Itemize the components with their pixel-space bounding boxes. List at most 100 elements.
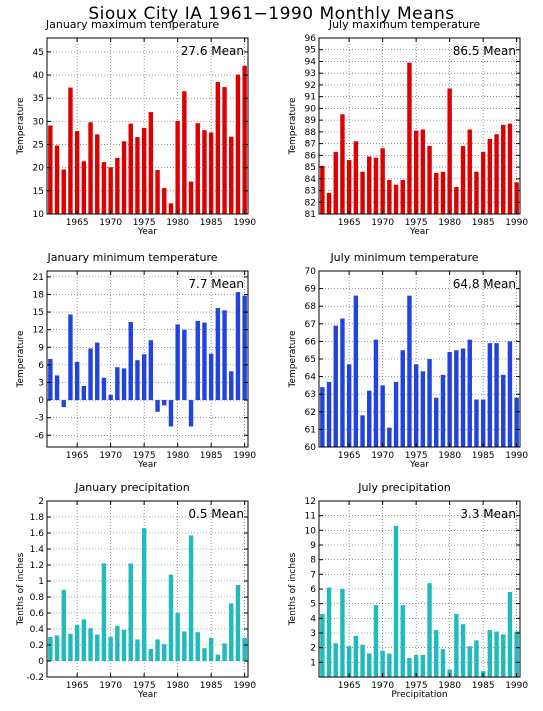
bar <box>501 124 506 214</box>
bar <box>353 141 359 214</box>
chart-plot: -0.2 0 0.2 0.4 0.6 0.8 1 1.2 1.4 1.6 1.8 2 1965 1970 1… <box>16 497 256 700</box>
bar <box>400 350 405 447</box>
chart-jan-max-temp: January maximum temperature 10 15 20 25 30 35… <box>0 18 265 243</box>
bar <box>454 187 459 214</box>
y-axis-label: Temperature <box>288 330 298 388</box>
y-tick-label: 15 <box>33 187 44 197</box>
bar <box>346 364 352 447</box>
mean-label: 0.5 Mean <box>188 507 244 521</box>
x-axis-label: Precipitation <box>391 690 447 700</box>
bar <box>494 631 499 677</box>
bar <box>48 637 53 661</box>
bar <box>175 613 180 661</box>
x-tick-label: 1965 <box>338 451 361 461</box>
bar <box>507 123 513 214</box>
bar <box>434 630 439 677</box>
x-tick-label: 1990 <box>505 681 528 691</box>
bar <box>175 120 180 214</box>
x-axis-label: Year <box>137 690 157 700</box>
y-axis-label: Tenths of inches <box>16 552 26 626</box>
y-tick-label: 64 <box>305 373 317 383</box>
x-tick-label: 1975 <box>405 681 428 691</box>
x-tick-label: 1980 <box>438 681 461 691</box>
x-tick-label: 1975 <box>133 681 156 691</box>
y-tick-label: 91 <box>305 93 316 103</box>
bar <box>54 375 60 401</box>
mean-label: 86.5 Mean <box>453 44 516 58</box>
bar <box>501 634 506 677</box>
x-tick-label: 1975 <box>405 218 428 228</box>
bar <box>460 145 466 214</box>
bar <box>242 295 247 401</box>
bar <box>208 132 214 214</box>
bar <box>501 374 506 447</box>
y-tick-label: 40 <box>33 71 45 81</box>
y-tick-label: 0.4 <box>30 625 45 635</box>
bar <box>54 145 60 214</box>
bar <box>101 162 107 214</box>
bar <box>467 339 472 447</box>
bar <box>467 646 472 677</box>
x-tick-label: 1965 <box>338 218 361 228</box>
bar <box>320 387 325 447</box>
page-title: Sioux City IA 1961−1990 Monthly Means <box>88 4 455 24</box>
y-tick-label: 20 <box>33 164 45 174</box>
bar <box>353 295 359 447</box>
chart-title: January maximum temperature <box>45 18 220 31</box>
x-tick-label: 1990 <box>233 681 256 691</box>
bar <box>480 399 486 447</box>
bar <box>128 123 133 214</box>
y-tick-label: 60 <box>305 443 317 453</box>
bar <box>115 157 120 214</box>
bar <box>155 639 160 661</box>
bar <box>229 371 234 401</box>
x-tick-label: 1965 <box>66 681 89 691</box>
y-tick-label: 69 <box>305 285 317 295</box>
y-tick-label: 1.4 <box>30 545 45 555</box>
bar <box>162 644 167 661</box>
bar <box>400 605 405 677</box>
y-tick-label: 0 <box>38 657 44 667</box>
bar <box>434 172 439 214</box>
bar <box>474 640 479 677</box>
plot-frame <box>46 270 249 448</box>
x-tick-label: 1980 <box>166 681 189 691</box>
y-tick-label: 62 <box>305 408 316 418</box>
y-tick-label: 65 <box>305 355 316 365</box>
bar <box>507 341 513 447</box>
bar <box>373 339 379 447</box>
bar <box>407 62 412 214</box>
bar <box>333 325 338 447</box>
bar <box>420 129 426 214</box>
bar <box>121 368 127 401</box>
y-tick-label: 68 <box>305 302 317 312</box>
y-tick-label: 82 <box>305 198 316 208</box>
y-tick-label: 15 <box>33 308 44 318</box>
bar <box>420 655 426 677</box>
bar <box>68 633 73 661</box>
bar <box>353 635 359 677</box>
x-tick-label: 1975 <box>133 451 156 461</box>
y-tick-label: 92 <box>305 81 316 91</box>
bar <box>121 141 127 214</box>
bar <box>333 643 338 677</box>
chart-jan-min-temp: January minimum temperature -6 -3 0 3 6 9 12 15… <box>0 251 265 476</box>
bar <box>514 182 519 214</box>
bar <box>81 385 87 401</box>
x-tick-label: 1975 <box>133 218 156 228</box>
bar <box>514 397 519 447</box>
bar <box>202 322 207 401</box>
x-tick-label: 1985 <box>472 451 495 461</box>
bar <box>168 203 174 214</box>
bar <box>454 350 459 447</box>
bar <box>447 351 452 447</box>
x-tick-label: 1985 <box>200 218 223 228</box>
bar <box>48 125 53 214</box>
y-tick-label: 2 <box>310 644 316 654</box>
bar <box>380 385 385 447</box>
bar <box>135 360 140 401</box>
bar <box>208 353 214 401</box>
x-tick-label: 1970 <box>99 681 122 691</box>
bar <box>222 87 227 214</box>
bar <box>215 82 221 214</box>
